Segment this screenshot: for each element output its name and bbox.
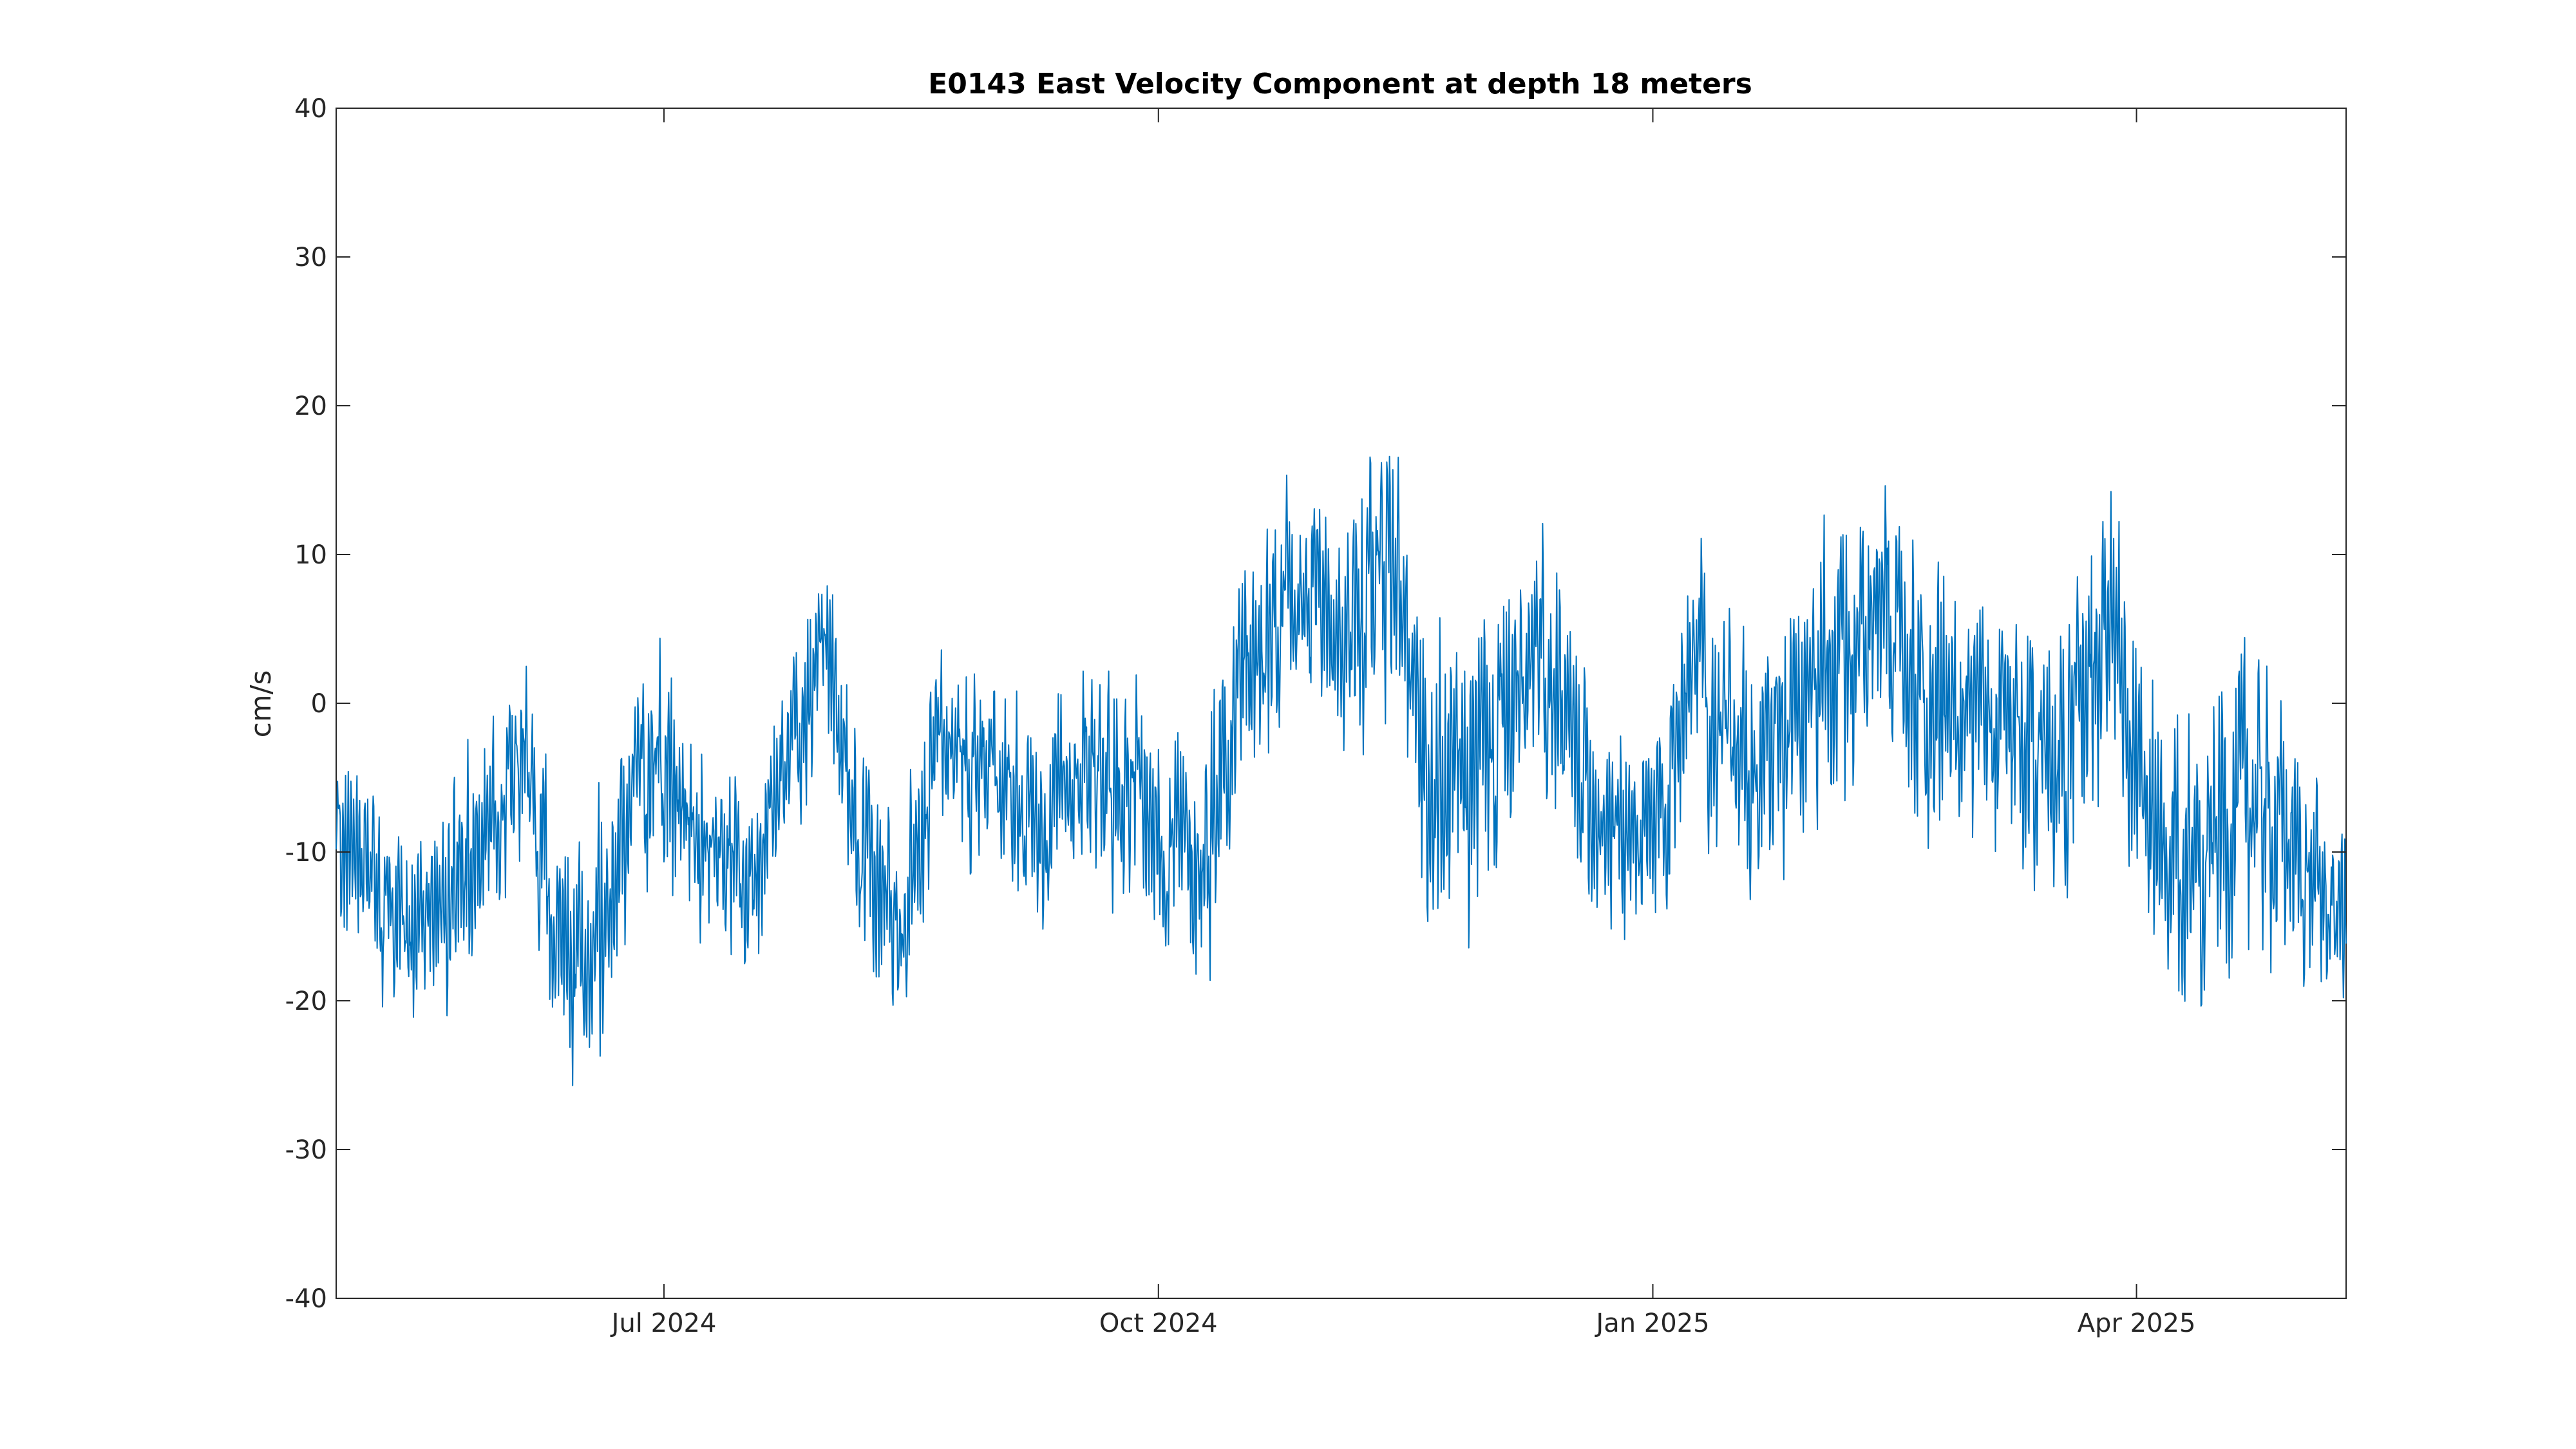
y-axis-label: cm/s [245,670,278,738]
x-tick-label: Jul 2024 [610,1309,717,1338]
y-tick-label: 30 [294,243,327,272]
y-tick-label: -40 [285,1284,327,1314]
y-tick-label: 0 [311,689,327,719]
y-tick-label: 10 [294,540,327,570]
y-tick-label: -20 [285,987,327,1016]
y-tick-label: -10 [285,838,327,867]
x-tick-label: Apr 2025 [2078,1309,2196,1338]
series-line-east-velocity [336,455,2347,1086]
x-tick-label: Jan 2025 [1594,1309,1709,1338]
chart-title: E0143 East Velocity Component at depth 1… [928,68,1752,100]
x-tick-label: Oct 2024 [1099,1309,1218,1338]
y-tick-label: 40 [294,94,327,124]
y-axis-ticks: 40 30 20 10 0 -10 -20 -30 -40 [285,94,2346,1314]
y-tick-label: -30 [285,1135,327,1165]
x-axis-ticks: Jul 2024 Oct 2024 Jan 2025 Apr 2025 [610,108,2196,1338]
y-tick-label: 20 [294,392,327,421]
plot-area: 40 30 20 10 0 -10 -20 -30 -40 Jul 2024 Oct 2024 Ja… [285,94,2347,1338]
